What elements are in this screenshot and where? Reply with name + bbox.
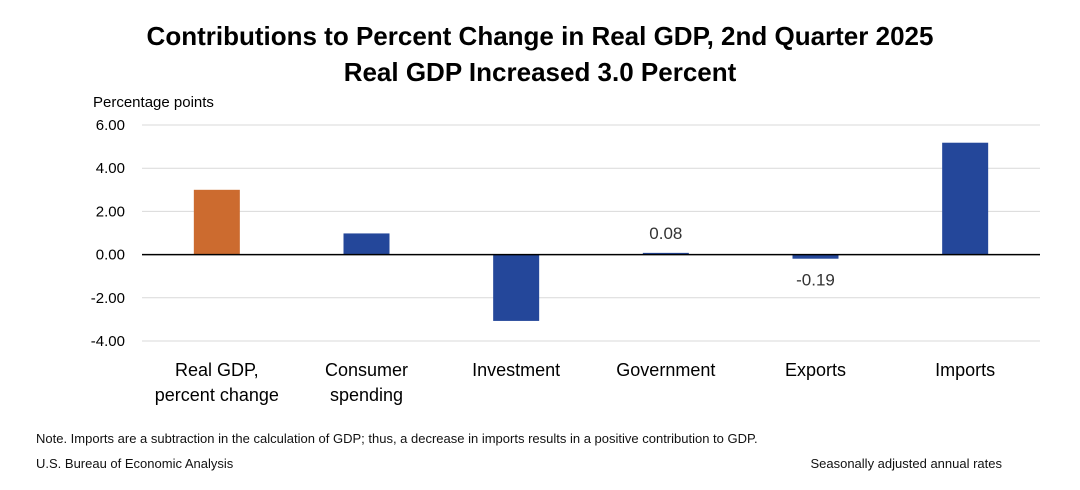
x-tick-label: Real GDP, — [175, 360, 259, 380]
bar — [493, 254, 540, 321]
bar — [642, 252, 689, 255]
y-tick-label: -4.00 — [91, 333, 125, 350]
chart-subtitle: Real GDP Increased 3.0 Percent — [343, 57, 737, 87]
seasonal-adjustment-label: Seasonally adjusted annual rates — [810, 456, 1002, 471]
x-tick-label: spending — [330, 385, 403, 405]
bar — [942, 142, 989, 255]
y-tick-label: 0.00 — [96, 247, 125, 264]
y-tick-label: 6.00 — [96, 117, 125, 134]
x-tick-label: percent change — [155, 385, 279, 405]
bar — [792, 254, 839, 259]
y-tick-label: -2.00 — [91, 290, 125, 307]
y-tick-label: 4.00 — [96, 160, 125, 177]
data-label: -0.19 — [796, 271, 835, 290]
x-tick-label: Government — [616, 360, 715, 380]
x-tick-label: Consumer — [325, 360, 408, 380]
y-tick-label: 2.00 — [96, 203, 125, 220]
x-tick-label: Imports — [935, 360, 995, 380]
data-label: 0.08 — [649, 224, 682, 243]
x-tick-label: Exports — [785, 360, 846, 380]
source-label: U.S. Bureau of Economic Analysis — [36, 456, 234, 471]
chart-title: Contributions to Percent Change in Real … — [146, 21, 934, 51]
bar — [343, 233, 390, 255]
chart-note: Note. Imports are a subtraction in the c… — [36, 431, 758, 446]
x-tick-label: Investment — [472, 360, 560, 380]
bar — [193, 189, 240, 255]
bar-chart: Percentage points 6.00 4.00 2.00 0.00 -2.00 -4… — [91, 94, 1040, 405]
y-axis-label: Percentage points — [93, 94, 214, 111]
